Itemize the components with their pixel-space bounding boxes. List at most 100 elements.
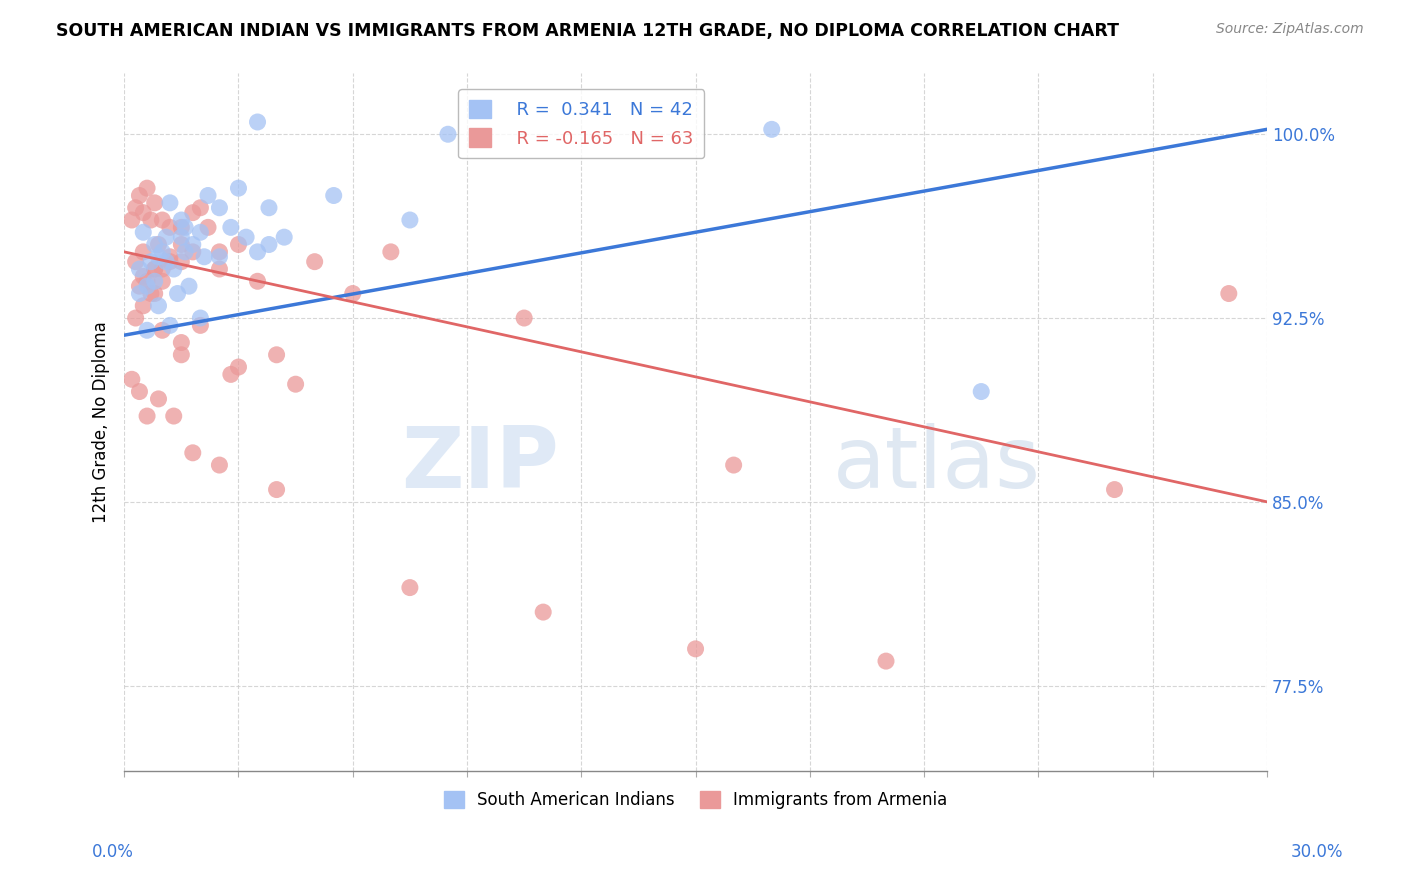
- Point: [399, 581, 422, 595]
- Y-axis label: 12th Grade, No Diploma: 12th Grade, No Diploma: [93, 321, 110, 523]
- Point: [150, 213, 173, 227]
- Point: [124, 201, 146, 215]
- Point: [513, 311, 536, 326]
- Point: [685, 641, 707, 656]
- Point: [128, 286, 150, 301]
- Point: [228, 237, 250, 252]
- Point: [208, 262, 231, 277]
- Point: [163, 262, 186, 277]
- Point: [163, 409, 186, 423]
- Point: [128, 384, 150, 399]
- Point: [139, 213, 162, 227]
- Point: [723, 458, 745, 472]
- Point: [1218, 286, 1240, 301]
- Point: [208, 201, 231, 215]
- Point: [193, 250, 215, 264]
- Point: [159, 318, 181, 333]
- Point: [166, 286, 188, 301]
- Point: [136, 181, 159, 195]
- Point: [155, 230, 177, 244]
- Point: [208, 244, 231, 259]
- Legend: South American Indians, Immigrants from Armenia: South American Indians, Immigrants from …: [437, 784, 955, 815]
- Text: atlas: atlas: [832, 423, 1040, 506]
- Point: [143, 262, 166, 277]
- Point: [148, 299, 170, 313]
- Point: [219, 220, 242, 235]
- Point: [399, 213, 422, 227]
- Point: [174, 220, 197, 235]
- Point: [170, 348, 193, 362]
- Point: [246, 244, 269, 259]
- Point: [208, 458, 231, 472]
- Point: [266, 348, 288, 362]
- Point: [136, 409, 159, 423]
- Point: [159, 220, 181, 235]
- Point: [128, 188, 150, 202]
- Point: [148, 237, 170, 252]
- Point: [170, 335, 193, 350]
- Point: [181, 446, 204, 460]
- Point: [139, 254, 162, 268]
- Point: [190, 201, 212, 215]
- Point: [197, 188, 219, 202]
- Point: [190, 225, 212, 239]
- Point: [190, 311, 212, 326]
- Point: [121, 213, 143, 227]
- Point: [143, 286, 166, 301]
- Point: [181, 205, 204, 219]
- Point: [136, 274, 159, 288]
- Point: [197, 220, 219, 235]
- Point: [124, 311, 146, 326]
- Point: [257, 201, 280, 215]
- Point: [150, 323, 173, 337]
- Point: [181, 237, 204, 252]
- Point: [304, 254, 326, 268]
- Text: Source: ZipAtlas.com: Source: ZipAtlas.com: [1216, 22, 1364, 37]
- Point: [257, 237, 280, 252]
- Point: [1104, 483, 1126, 497]
- Point: [143, 262, 166, 277]
- Point: [159, 254, 181, 268]
- Point: [136, 279, 159, 293]
- Point: [174, 244, 197, 259]
- Point: [124, 254, 146, 268]
- Point: [970, 384, 993, 399]
- Point: [246, 115, 269, 129]
- Text: SOUTH AMERICAN INDIAN VS IMMIGRANTS FROM ARMENIA 12TH GRADE, NO DIPLOMA CORRELAT: SOUTH AMERICAN INDIAN VS IMMIGRANTS FROM…: [56, 22, 1119, 40]
- Point: [266, 483, 288, 497]
- Point: [132, 244, 155, 259]
- Point: [128, 262, 150, 277]
- Point: [155, 254, 177, 268]
- Point: [219, 368, 242, 382]
- Point: [143, 237, 166, 252]
- Point: [342, 286, 364, 301]
- Point: [170, 230, 193, 244]
- Point: [235, 230, 257, 244]
- Point: [132, 269, 155, 284]
- Point: [150, 262, 173, 277]
- Point: [132, 205, 155, 219]
- Point: [246, 274, 269, 288]
- Point: [159, 250, 181, 264]
- Point: [437, 127, 460, 141]
- Point: [875, 654, 897, 668]
- Point: [761, 122, 783, 136]
- Point: [181, 244, 204, 259]
- Text: 0.0%: 0.0%: [91, 843, 134, 861]
- Point: [136, 323, 159, 337]
- Point: [284, 377, 307, 392]
- Point: [139, 286, 162, 301]
- Point: [208, 250, 231, 264]
- Point: [228, 181, 250, 195]
- Point: [190, 318, 212, 333]
- Point: [177, 279, 200, 293]
- Point: [159, 195, 181, 210]
- Point: [143, 195, 166, 210]
- Point: [273, 230, 295, 244]
- Point: [148, 250, 170, 264]
- Point: [170, 254, 193, 268]
- Point: [531, 605, 554, 619]
- Point: [170, 237, 193, 252]
- Point: [170, 213, 193, 227]
- Point: [132, 299, 155, 313]
